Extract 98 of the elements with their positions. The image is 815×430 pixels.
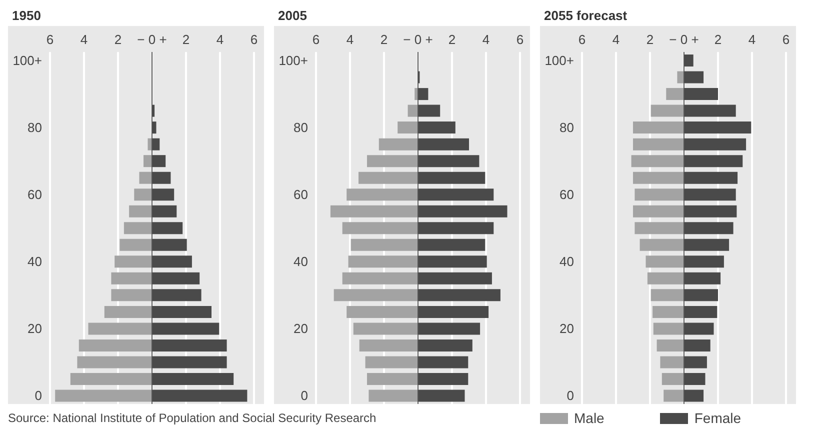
bar: [650, 289, 684, 302]
bar: [633, 172, 684, 184]
chart-title: 1950: [11, 8, 42, 25]
y-tick-label: 80: [294, 120, 308, 136]
bar: [342, 272, 418, 284]
x-tick-label: 4: [346, 32, 354, 47]
bar: [77, 356, 152, 368]
bar: [640, 238, 684, 251]
bar: [367, 372, 418, 385]
bar: [653, 322, 684, 335]
x-tick-label: − 0 +: [403, 32, 433, 47]
y-tick-label: 60: [560, 187, 574, 202]
bar: [633, 138, 684, 150]
bar: [660, 356, 684, 368]
bar: [652, 306, 684, 318]
bar: [358, 172, 418, 184]
y-tick-label: 60: [294, 187, 308, 202]
bar: [646, 256, 684, 268]
y-tick-label: 40: [560, 254, 574, 270]
y-tick-label: 20: [294, 321, 308, 336]
bar: [104, 306, 152, 318]
legend-label: Female: [693, 410, 742, 426]
x-tick-label: − 0 +: [669, 32, 699, 47]
bar: [129, 205, 152, 218]
x-tick-label: 2: [714, 32, 722, 47]
y-tick-label: 60: [28, 187, 42, 202]
x-tick-label: 2: [646, 32, 654, 47]
bar: [350, 238, 418, 251]
chart-title: 2055 forecast: [543, 8, 628, 25]
x-tick-label: − 0 +: [137, 32, 167, 47]
bar: [647, 272, 684, 284]
x-tick-label: 6: [578, 32, 586, 47]
bar: [662, 372, 684, 385]
bar: [398, 122, 418, 134]
x-tick-label: 4: [80, 32, 88, 47]
bar: [346, 188, 418, 201]
source-note: Source: National Institute of Population and Social Security Research: [8, 411, 376, 425]
x-tick-label: 4: [216, 32, 224, 47]
y-tick-label: 0: [300, 388, 308, 404]
bar: [139, 172, 152, 184]
x-tick-label: 2: [182, 32, 190, 47]
x-tick-label: 6: [250, 32, 258, 47]
x-tick-label: 2: [114, 32, 122, 47]
bar: [55, 390, 152, 402]
x-tick-label: 2: [380, 32, 388, 47]
bar: [677, 71, 684, 84]
x-tick-label: 2: [448, 32, 456, 47]
bar: [330, 205, 418, 218]
y-tick-label: 40: [28, 254, 42, 270]
bar: [633, 122, 684, 134]
bar: [634, 222, 684, 234]
bar: [633, 205, 684, 218]
bar: [353, 322, 418, 335]
x-tick-label: 4: [482, 32, 490, 47]
bar: [656, 339, 684, 352]
chart-title: 2005: [277, 8, 308, 25]
bar: [359, 339, 418, 352]
bar: [78, 339, 152, 352]
y-tick-label: 80: [560, 120, 574, 136]
bar: [342, 222, 418, 234]
bar: [346, 306, 418, 318]
bar: [634, 188, 684, 201]
bar: [120, 238, 152, 251]
bar: [664, 390, 684, 402]
bar: [114, 256, 152, 268]
y-tick-label: 100+: [12, 52, 42, 68]
x-tick-label: 6: [312, 32, 320, 47]
bar: [368, 390, 418, 402]
x-tick-label: 4: [612, 32, 620, 47]
x-tick-label: 6: [516, 32, 524, 47]
bar: [124, 222, 152, 234]
legend-label: Male: [573, 410, 604, 426]
y-tick-label: 0: [566, 388, 574, 404]
bar: [367, 155, 418, 168]
bar: [334, 289, 418, 302]
bar: [365, 356, 418, 368]
bar: [111, 289, 152, 302]
y-tick-label: 20: [28, 321, 42, 336]
bar: [650, 104, 684, 117]
bar: [111, 272, 152, 284]
bar: [88, 322, 152, 335]
x-tick-label: 6: [46, 32, 54, 47]
y-tick-label: 80: [28, 120, 42, 136]
y-tick-label: 20: [560, 321, 574, 336]
y-tick-label: 100+: [278, 52, 308, 68]
y-tick-label: 0: [34, 388, 42, 404]
bar: [666, 88, 684, 100]
bar: [70, 372, 152, 385]
bar: [348, 256, 418, 268]
x-tick-label: 4: [748, 32, 756, 47]
y-tick-label: 40: [294, 254, 308, 270]
bar: [408, 104, 418, 117]
bar: [631, 155, 684, 168]
x-tick-label: 6: [782, 32, 790, 47]
y-tick-label: 100+: [544, 52, 574, 68]
bar: [134, 188, 152, 201]
bar: [144, 155, 152, 168]
bar: [378, 138, 418, 150]
